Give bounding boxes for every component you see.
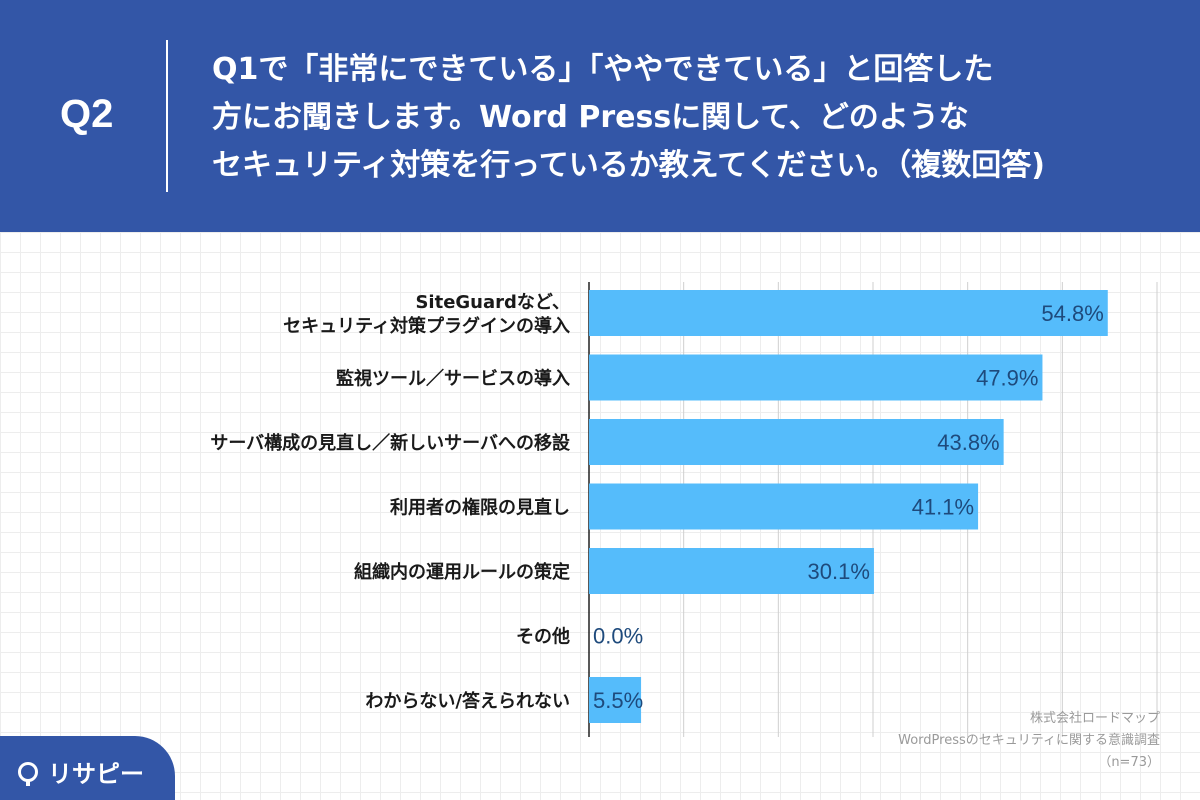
value-label: 43.8% <box>937 430 999 455</box>
category-label: セキュリティ対策プラグインの導入 <box>283 315 570 337</box>
header-divider <box>166 40 168 192</box>
bar-chart: 54.8% SiteGuardなど、セキュリティ対策プラグインの導入 47.9% 監視… <box>210 282 1158 737</box>
category-label: 監視ツール／サービスの導入 <box>336 368 570 390</box>
category-label: 利用者の権限の見直し <box>390 497 570 519</box>
logo: リサピー <box>18 754 144 789</box>
bar <box>589 548 874 594</box>
source-survey: WordPressのセキュリティに関する意識調査 <box>898 733 1160 748</box>
pin-icon <box>18 761 38 786</box>
bar <box>589 290 1108 336</box>
value-label: 54.8% <box>1041 301 1103 326</box>
logo-tab: リサピー <box>0 736 175 800</box>
category-label: SiteGuardなど、 <box>415 292 570 313</box>
category-label: わからない/答えられない <box>365 690 570 712</box>
source-company: 株式会社ロードマップ <box>1029 711 1160 726</box>
category-label: サーバ構成の見直し／新しいサーバへの移設 <box>210 432 571 454</box>
bar <box>589 483 979 530</box>
question-number: Q2 <box>60 92 114 136</box>
value-label: 30.1% <box>808 559 870 584</box>
source-note: 株式会社ロードマップ WordPressのセキュリティに関する意識調査 （n=7… <box>898 708 1160 774</box>
question-line: セキュリティ対策を行っているか教えてください。（複数回答) <box>212 148 1046 183</box>
header: Q2 Q1で「非常にできている」「ややできている」と回答した 方にお聞きします。… <box>0 0 1200 230</box>
value-label: 5.5% <box>593 688 643 713</box>
source-sample-size: （n=73） <box>1098 755 1160 770</box>
logo-text: リサピー <box>48 760 144 788</box>
category-label: 組織内の運用ルールの策定 <box>354 561 570 583</box>
value-label: 41.1% <box>912 495 974 520</box>
bar <box>589 677 642 723</box>
value-label: 0.0% <box>593 624 643 649</box>
question-line: 方にお聞きします。Word Pressに関して、どのような <box>212 100 969 135</box>
bar <box>589 419 1004 465</box>
bar <box>589 354 1043 401</box>
category-label: その他 <box>516 626 570 648</box>
value-label: 47.9% <box>976 366 1038 391</box>
question-text: Q1で「非常にできている」「ややできている」と回答した 方にお聞きします。Wor… <box>212 46 1172 190</box>
question-line: Q1で「非常にできている」「ややできている」と回答した <box>212 52 994 87</box>
chart-panel: 54.8% SiteGuardなど、 セキュリティ対策プラグインの導入 47.9% 監視… <box>0 232 1200 800</box>
